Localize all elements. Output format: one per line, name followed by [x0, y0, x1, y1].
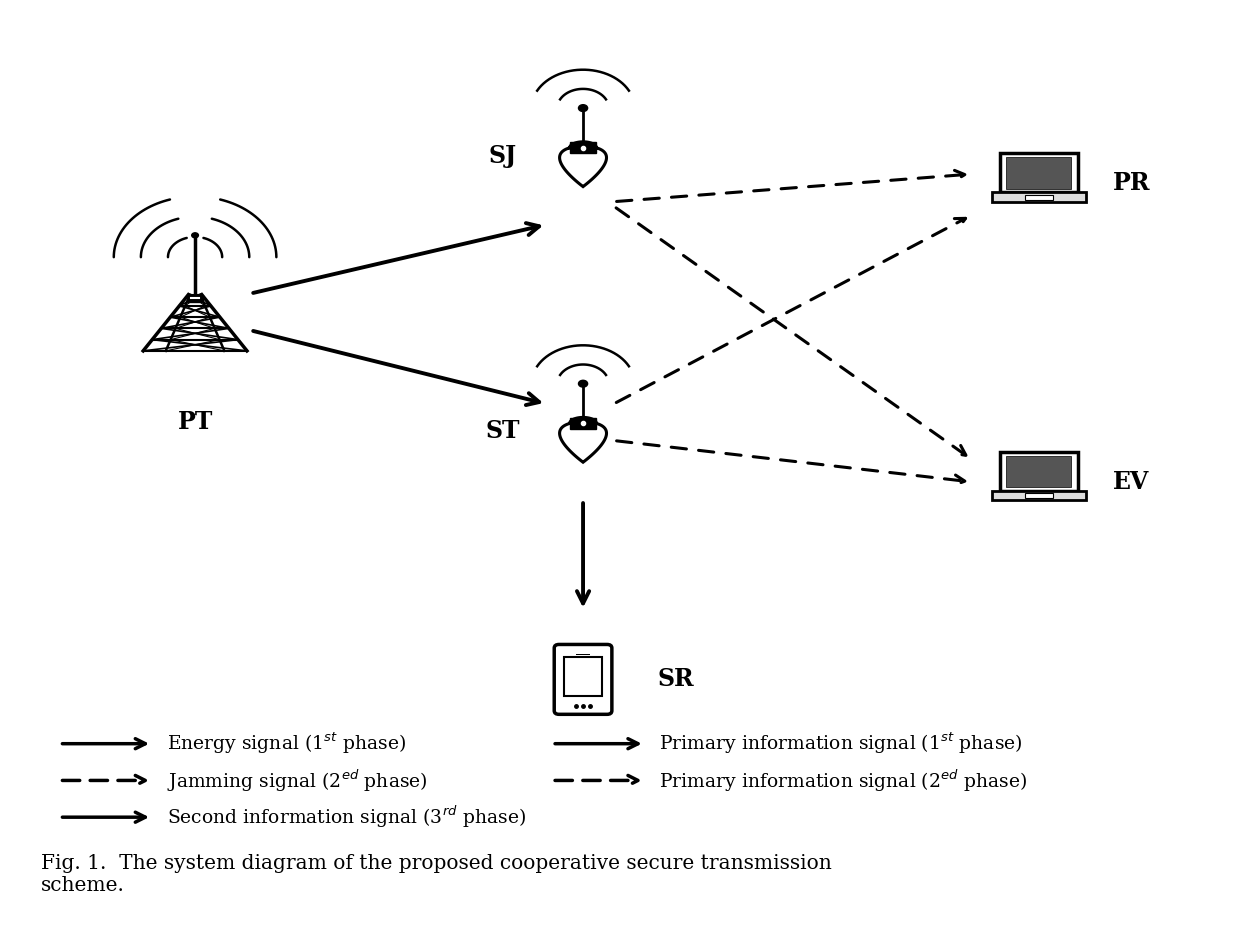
Bar — [999, 451, 1078, 491]
Polygon shape — [559, 417, 606, 463]
Text: ST: ST — [486, 419, 521, 443]
Polygon shape — [559, 142, 606, 186]
Bar — [1024, 195, 1053, 200]
Bar — [1006, 157, 1071, 188]
Bar — [992, 491, 1085, 501]
Bar — [564, 657, 603, 696]
Bar — [1024, 493, 1053, 499]
Bar — [187, 295, 202, 302]
Text: EV: EV — [1114, 470, 1149, 494]
Text: Jamming signal (2$^{ed}$ phase): Jamming signal (2$^{ed}$ phase) — [166, 768, 428, 794]
Bar — [1006, 455, 1071, 487]
Bar — [992, 193, 1085, 201]
Text: SR: SR — [657, 667, 693, 692]
Circle shape — [579, 105, 588, 111]
Text: Primary information signal (2$^{ed}$ phase): Primary information signal (2$^{ed}$ pha… — [660, 768, 1028, 794]
Bar — [575, 654, 590, 655]
Bar — [999, 153, 1078, 193]
Text: SJ: SJ — [489, 144, 517, 168]
Circle shape — [192, 233, 198, 238]
Text: PT: PT — [177, 410, 213, 434]
Text: Fig. 1.  The system diagram of the proposed cooperative secure transmission
sche: Fig. 1. The system diagram of the propos… — [41, 854, 832, 895]
Text: PR: PR — [1112, 171, 1149, 196]
Text: Primary information signal (1$^{st}$ phase): Primary information signal (1$^{st}$ pha… — [660, 731, 1023, 756]
Circle shape — [579, 380, 588, 387]
Polygon shape — [569, 418, 596, 429]
FancyBboxPatch shape — [554, 644, 611, 715]
Text: Second information signal (3$^{rd}$ phase): Second information signal (3$^{rd}$ phas… — [166, 804, 526, 831]
Text: Energy signal (1$^{st}$ phase): Energy signal (1$^{st}$ phase) — [166, 731, 405, 756]
Polygon shape — [569, 142, 596, 154]
